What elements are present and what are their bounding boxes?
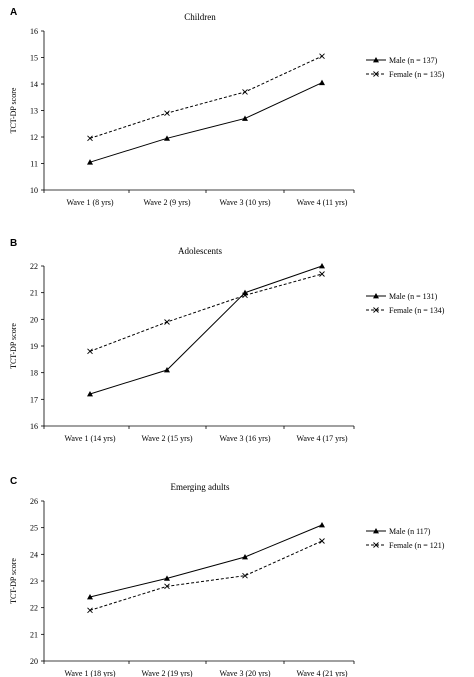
data-point-triangle: [87, 594, 93, 600]
y-tick-label: 14: [30, 80, 38, 89]
panel-title: Emerging adults: [170, 482, 230, 492]
legend-label: Female (n = 135): [389, 70, 445, 79]
panel-letter: A: [10, 7, 17, 18]
panel-letter: C: [10, 476, 17, 487]
data-point-x: [319, 538, 325, 544]
y-tick-label: 20: [30, 657, 38, 666]
legend-marker-x: [373, 542, 379, 548]
data-point-x: [87, 348, 93, 355]
y-tick-label: 17: [30, 395, 38, 404]
series-line-male: [89, 265, 323, 395]
y-tick-label: 11: [30, 160, 38, 169]
x-tick-label: Wave 4 (17 yrs): [296, 434, 347, 443]
x-tick-label: Wave 3 (20 yrs): [219, 669, 270, 677]
data-point-triangle: [164, 575, 170, 581]
x-tick-label: Wave 1 (8 yrs): [66, 198, 113, 207]
y-tick-label: 25: [30, 524, 38, 533]
x-tick-label: Wave 2 (9 yrs): [143, 198, 190, 207]
data-point-triangle: [242, 115, 248, 121]
data-point-x: [164, 583, 170, 590]
data-point-triangle: [87, 159, 93, 165]
y-tick-label: 13: [30, 107, 38, 116]
x-tick-label: Wave 4 (21 yrs): [296, 669, 347, 677]
legend-label: Female (n = 134): [389, 306, 445, 315]
data-point-x: [319, 53, 325, 59]
panel-title: Children: [184, 12, 216, 22]
x-tick-label: Wave 2 (19 yrs): [141, 669, 192, 677]
x-tick-label: Wave 3 (16 yrs): [219, 434, 270, 443]
legend-marker-x: [373, 307, 379, 313]
x-tick-label: Wave 3 (10 yrs): [219, 198, 270, 207]
legend-marker-triangle: [373, 293, 379, 299]
panel-c: C Emerging adults 20 21 22 23 24 25 26 Wave 1 (18…: [9, 476, 445, 677]
data-point-x: [164, 110, 170, 116]
y-tick-label: 15: [30, 54, 38, 63]
y-axis-label: TCT-DP score: [9, 323, 18, 369]
data-point-triangle: [242, 554, 248, 560]
y-tick-label: 19: [30, 342, 38, 351]
y-tick-label: 10: [30, 186, 38, 195]
data-point-triangle: [164, 367, 170, 373]
data-point-x: [87, 607, 93, 614]
panel-letter: B: [10, 238, 17, 249]
y-tick-label: 22: [30, 604, 38, 613]
data-point-x: [242, 572, 248, 579]
data-point-triangle: [164, 135, 170, 141]
data-point-x: [242, 292, 248, 299]
data-point-triangle: [319, 263, 325, 269]
x-tick-label: Wave 1 (18 yrs): [64, 669, 115, 677]
series-line-female: [89, 540, 323, 611]
y-tick-label: 16: [30, 422, 38, 431]
y-tick-label: 18: [30, 369, 38, 378]
y-axis-label: TCT-DP score: [9, 558, 18, 604]
y-axis-label: TCT-DP score: [9, 87, 18, 133]
legend-label: Female (n = 121): [389, 541, 445, 550]
y-tick-label: 26: [30, 497, 38, 506]
x-tick-label: Wave 2 (15 yrs): [141, 434, 192, 443]
legend-marker-triangle: [373, 528, 379, 534]
data-point-x: [87, 135, 93, 142]
series-line-male: [89, 82, 323, 163]
y-tick-label: 23: [30, 577, 38, 586]
y-tick-label: 24: [30, 550, 38, 559]
data-point-triangle: [87, 391, 93, 397]
legend-marker-triangle: [373, 57, 379, 63]
y-tick-label: 21: [30, 630, 38, 639]
legend-label: Male (n = 131): [389, 292, 438, 301]
data-point-triangle: [319, 79, 325, 86]
panel-b: B Adolescents 16 17 18 19 20 21 22 Wave 1 (14 yrs…: [9, 238, 445, 443]
x-tick-label: Wave 4 (11 yrs): [297, 198, 348, 207]
legend-marker-x: [373, 71, 379, 77]
y-tick-label: 22: [30, 262, 38, 271]
panel-title: Adolescents: [178, 246, 222, 256]
data-point-x: [319, 271, 325, 277]
legend-label: Male (n 117): [389, 527, 431, 536]
series-line-female: [89, 273, 323, 352]
x-tick-label: Wave 1 (14 yrs): [64, 434, 115, 443]
y-tick-label: 21: [30, 289, 38, 298]
y-tick-label: 20: [30, 315, 38, 324]
y-tick-label: 16: [30, 27, 38, 36]
data-point-x: [242, 89, 248, 95]
data-point-triangle: [319, 522, 325, 528]
series-line-male: [89, 524, 323, 598]
data-point-x: [164, 319, 170, 325]
series-line-female: [89, 55, 323, 139]
y-tick-label: 12: [30, 133, 38, 142]
panel-a: A Children 10 11 12 13 14 15 16 Wave 1 (8 yrs) Wav…: [9, 7, 445, 207]
legend-label: Male (n = 137): [389, 56, 438, 65]
